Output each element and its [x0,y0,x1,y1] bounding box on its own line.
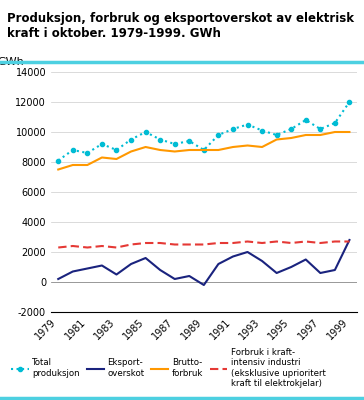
Forbruk i kraft-
intensiv industri
(eksklusive uprioritert
kraft til elektrokjelar) [100,244,104,248]
Forbruk i kraft-
intensiv industri
(eksklusive uprioritert
kraft til elektrokjelar) [56,245,60,250]
Brutto-
forbruk [158,148,162,152]
Total
produksjon [231,126,235,131]
Eksport-
overskot [289,265,293,270]
Eksport-
overskot [56,277,60,282]
Line: Brutto-
forbruk: Brutto- forbruk [58,132,349,170]
Brutto-
forbruk [347,130,352,134]
Total
produksjon [216,133,221,138]
Brutto-
forbruk [318,133,323,138]
Total
produksjon [289,126,293,131]
Total
produksjon [56,158,60,163]
Forbruk i kraft-
intensiv industri
(eksklusive uprioritert
kraft til elektrokjelar) [333,239,337,244]
Brutto-
forbruk [289,136,293,140]
Eksport-
overskot [216,262,221,266]
Brutto-
forbruk [173,149,177,154]
Eksport-
overskot [202,282,206,287]
Brutto-
forbruk [333,130,337,134]
Brutto-
forbruk [143,144,148,149]
Brutto-
forbruk [100,155,104,160]
Eksport-
overskot [347,238,352,242]
Forbruk i kraft-
intensiv industri
(eksklusive uprioritert
kraft til elektrokjelar) [289,240,293,245]
Forbruk i kraft-
intensiv industri
(eksklusive uprioritert
kraft til elektrokjelar) [260,240,264,245]
Eksport-
overskot [260,258,264,263]
Brutto-
forbruk [274,137,279,142]
Brutto-
forbruk [187,148,191,152]
Total
produksjon [173,142,177,146]
Line: Total
produksjon: Total produksjon [56,100,352,162]
Eksport-
overskot [158,268,162,272]
Text: Produksjon, forbruk og eksportoverskot av elektrisk
kraft i oktober. 1979-1999. : Produksjon, forbruk og eksportoverskot a… [7,12,354,40]
Brutto-
forbruk [129,149,133,154]
Forbruk i kraft-
intensiv industri
(eksklusive uprioritert
kraft til elektrokjelar) [202,242,206,247]
Forbruk i kraft-
intensiv industri
(eksklusive uprioritert
kraft til elektrokjelar) [231,240,235,245]
Forbruk i kraft-
intensiv industri
(eksklusive uprioritert
kraft til elektrokjelar) [129,242,133,247]
Total
produksjon [202,148,206,152]
Legend: Total
produksjon, Eksport-
overskot, Brutto-
forbruk, Forbruk i kraft-
intensiv : Total produksjon, Eksport- overskot, Bru… [8,345,329,392]
Eksport-
overskot [173,277,177,282]
Brutto-
forbruk [260,144,264,149]
Brutto-
forbruk [56,167,60,172]
Brutto-
forbruk [245,143,250,148]
Line: Forbruk i kraft-
intensiv industri
(eksklusive uprioritert
kraft til elektrokjelar): Forbruk i kraft- intensiv industri (eksk… [58,242,349,248]
Eksport-
overskot [231,254,235,259]
Forbruk i kraft-
intensiv industri
(eksklusive uprioritert
kraft til elektrokjelar) [304,239,308,244]
Total
produksjon [85,150,90,155]
Brutto-
forbruk [202,148,206,152]
Line: Eksport-
overskot: Eksport- overskot [58,240,349,285]
Forbruk i kraft-
intensiv industri
(eksklusive uprioritert
kraft til elektrokjelar) [158,240,162,245]
Y-axis label: GWh: GWh [0,57,25,67]
Total
produksjon [304,118,308,122]
Brutto-
forbruk [114,156,119,161]
Forbruk i kraft-
intensiv industri
(eksklusive uprioritert
kraft til elektrokjelar) [187,242,191,247]
Eksport-
overskot [274,271,279,276]
Eksport-
overskot [187,274,191,278]
Total
produksjon [158,137,162,142]
Eksport-
overskot [318,271,323,276]
Total
produksjon [260,128,264,133]
Forbruk i kraft-
intensiv industri
(eksklusive uprioritert
kraft til elektrokjelar) [85,245,90,250]
Total
produksjon [347,100,352,104]
Eksport-
overskot [129,262,133,266]
Forbruk i kraft-
intensiv industri
(eksklusive uprioritert
kraft til elektrokjelar) [347,239,352,244]
Total
produksjon [71,148,75,152]
Eksport-
overskot [71,269,75,274]
Eksport-
overskot [85,266,90,271]
Total
produksjon [187,139,191,144]
Eksport-
overskot [143,256,148,260]
Brutto-
forbruk [216,148,221,152]
Total
produksjon [100,142,104,146]
Total
produksjon [143,130,148,134]
Forbruk i kraft-
intensiv industri
(eksklusive uprioritert
kraft til elektrokjelar) [114,245,119,250]
Forbruk i kraft-
intensiv industri
(eksklusive uprioritert
kraft til elektrokjelar) [318,240,323,245]
Brutto-
forbruk [231,144,235,149]
Total
produksjon [318,126,323,131]
Total
produksjon [129,137,133,142]
Total
produksjon [274,133,279,138]
Total
produksjon [333,121,337,126]
Eksport-
overskot [245,250,250,254]
Forbruk i kraft-
intensiv industri
(eksklusive uprioritert
kraft til elektrokjelar) [173,242,177,247]
Brutto-
forbruk [304,133,308,138]
Brutto-
forbruk [71,162,75,167]
Eksport-
overskot [333,268,337,272]
Eksport-
overskot [114,272,119,277]
Forbruk i kraft-
intensiv industri
(eksklusive uprioritert
kraft til elektrokjelar) [71,244,75,248]
Forbruk i kraft-
intensiv industri
(eksklusive uprioritert
kraft til elektrokjelar) [245,239,250,244]
Eksport-
overskot [304,257,308,262]
Forbruk i kraft-
intensiv industri
(eksklusive uprioritert
kraft til elektrokjelar) [143,240,148,245]
Brutto-
forbruk [85,162,90,167]
Forbruk i kraft-
intensiv industri
(eksklusive uprioritert
kraft til elektrokjelar) [274,239,279,244]
Forbruk i kraft-
intensiv industri
(eksklusive uprioritert
kraft til elektrokjelar) [216,240,221,245]
Eksport-
overskot [100,263,104,268]
Total
produksjon [245,122,250,127]
Total
produksjon [114,148,119,152]
